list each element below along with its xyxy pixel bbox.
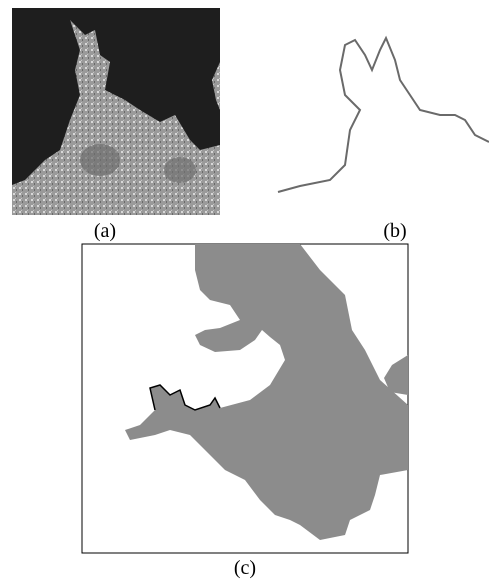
- figure-graphics: [0, 0, 489, 581]
- coastline-line: [278, 38, 489, 192]
- figure: (a) (b) (c): [0, 0, 489, 581]
- segmentation-panel: [82, 244, 408, 553]
- panel-label: (a): [75, 220, 135, 243]
- panel-label: (b): [365, 220, 425, 243]
- panel-label: (c): [215, 557, 275, 580]
- satellite-image: [12, 8, 220, 215]
